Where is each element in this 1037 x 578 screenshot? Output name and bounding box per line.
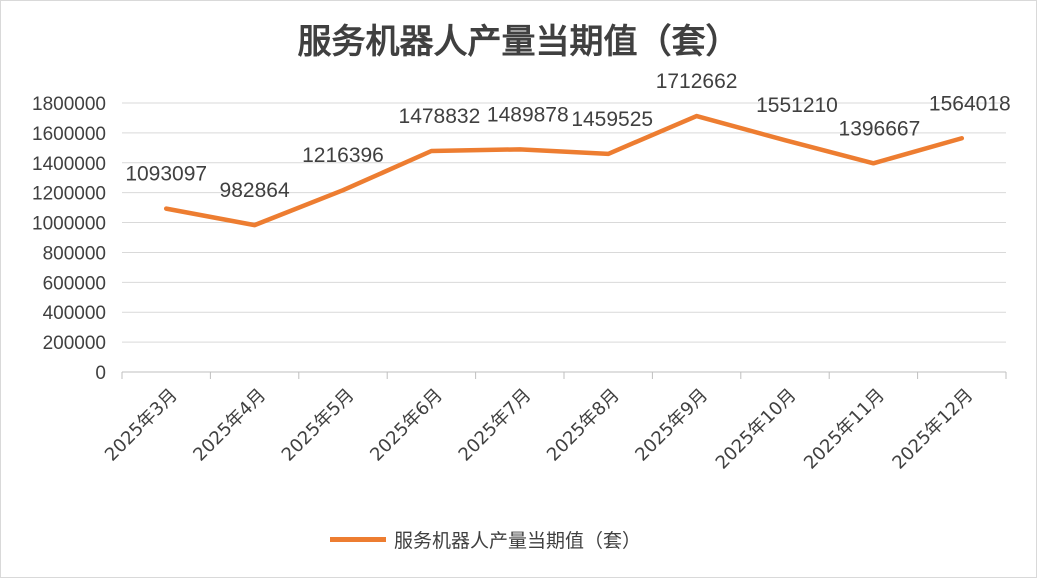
y-tick-label: 600000 — [43, 273, 106, 294]
y-tick-label: 1200000 — [32, 184, 106, 205]
data-label: 1216396 — [302, 144, 384, 167]
y-tick-label: 200000 — [43, 333, 106, 354]
data-label: 1551210 — [756, 94, 838, 117]
data-label: 1093097 — [125, 163, 207, 186]
x-tick-label: 2025年11月 — [800, 385, 889, 474]
legend-swatch — [330, 536, 386, 542]
y-tick-label: 800000 — [43, 243, 106, 264]
x-tick-label: 2025年12月 — [888, 385, 977, 474]
data-label: 1712662 — [656, 70, 738, 93]
series-line — [163, 113, 965, 228]
data-label: 1396667 — [839, 117, 921, 140]
data-label: 1489878 — [487, 103, 569, 126]
data-label: 1478832 — [399, 105, 481, 128]
x-tick-label: 2025年6月 — [366, 385, 447, 466]
legend-label: 服务机器人产量当期值（套） — [394, 529, 642, 552]
data-label: 982864 — [220, 179, 290, 202]
x-tick-label: 2025年5月 — [278, 385, 359, 466]
legend: 服务机器人产量当期值（套） — [330, 524, 641, 554]
x-tick-label: 2025年7月 — [455, 385, 536, 466]
x-tick-label: 2025年8月 — [543, 385, 624, 466]
y-tick-label: 1000000 — [32, 214, 106, 235]
y-tick-label: 0 — [95, 363, 106, 384]
y-tick-label: 1400000 — [32, 154, 106, 175]
x-tick-label: 2025年3月 — [101, 385, 182, 466]
y-tick-label: 1600000 — [32, 124, 106, 145]
data-label: 1459525 — [571, 108, 653, 131]
data-label: 1564018 — [929, 92, 1011, 115]
y-tick-label: 400000 — [43, 303, 106, 324]
chart-title: 服务机器人产量当期值（套） — [297, 22, 740, 62]
x-tick-label: 2025年4月 — [189, 385, 270, 466]
x-tick-label: 2025年9月 — [631, 385, 712, 466]
y-tick-label: 1800000 — [32, 94, 106, 115]
x-tick-label: 2025年10月 — [712, 385, 801, 474]
